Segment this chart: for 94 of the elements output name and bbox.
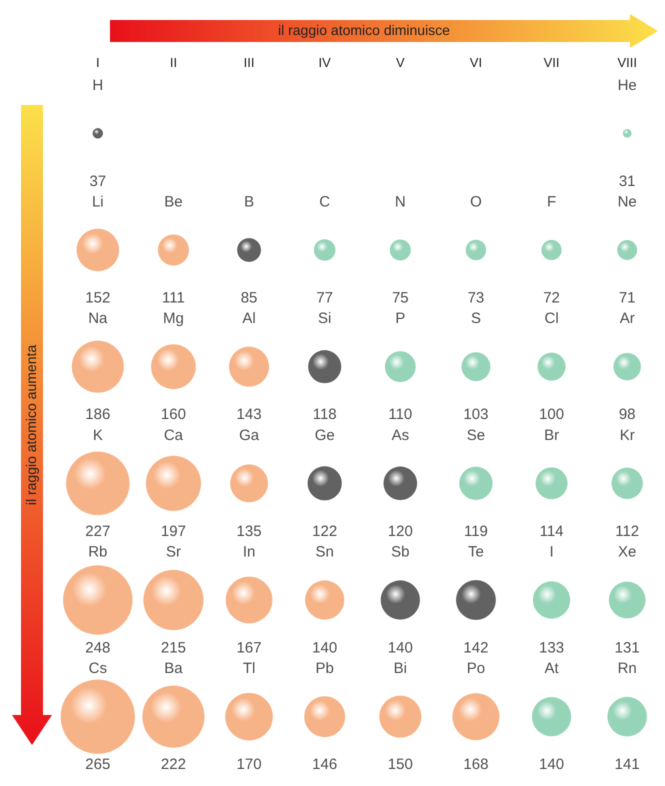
text: Tl bbox=[242, 660, 256, 678]
data-label: 146 bbox=[312, 756, 338, 774]
data-label: 72 bbox=[543, 290, 560, 306]
text: Po bbox=[466, 660, 486, 678]
data-label: 71 bbox=[618, 290, 636, 306]
category-label: III bbox=[244, 55, 254, 70]
data-label: 160 bbox=[160, 406, 186, 424]
text: K bbox=[92, 426, 103, 444]
data-label: 140 bbox=[539, 756, 564, 774]
data-label: 140 bbox=[388, 640, 413, 656]
text: Pb bbox=[316, 660, 334, 678]
text: Al bbox=[242, 310, 256, 328]
text: Cs bbox=[88, 660, 107, 678]
data-label: 133 bbox=[539, 640, 564, 656]
text: Ne bbox=[618, 194, 637, 210]
text: Rb bbox=[88, 544, 108, 560]
text: He bbox=[618, 76, 637, 94]
text: Te bbox=[468, 544, 484, 560]
category-label: II bbox=[170, 55, 178, 70]
data-label: 111 bbox=[162, 290, 185, 306]
text: C bbox=[319, 194, 330, 210]
data-label: 141 bbox=[614, 756, 640, 774]
text: Kr bbox=[620, 426, 635, 444]
data-label: 114 bbox=[540, 522, 564, 540]
data-label: 215 bbox=[160, 640, 186, 656]
category-label: IV bbox=[318, 55, 332, 70]
data-label: 119 bbox=[464, 522, 488, 540]
text: Mg bbox=[163, 310, 184, 328]
text: Na bbox=[88, 310, 108, 328]
data-label: 131 bbox=[614, 640, 640, 656]
text: O bbox=[470, 194, 482, 210]
text: Ar bbox=[620, 310, 635, 328]
data-label: 168 bbox=[463, 756, 488, 774]
text: Sn bbox=[316, 544, 334, 560]
data-label: 100 bbox=[539, 406, 564, 424]
data-label: 37 bbox=[89, 172, 106, 190]
data-label: 197 bbox=[160, 522, 186, 540]
data-label: 140 bbox=[312, 640, 338, 656]
data-label: 122 bbox=[312, 522, 338, 540]
category-label: V bbox=[396, 55, 405, 70]
data-label: 222 bbox=[160, 756, 186, 774]
data-label: 135 bbox=[236, 522, 262, 540]
text: Rn bbox=[618, 660, 637, 678]
data-label: 120 bbox=[388, 522, 413, 540]
text: Si bbox=[318, 310, 332, 328]
text: B bbox=[244, 194, 254, 210]
data-label: 227 bbox=[85, 522, 110, 540]
category-label: VIII bbox=[617, 55, 637, 70]
text: Xe bbox=[618, 544, 636, 560]
text: As bbox=[392, 426, 410, 444]
data-label: 248 bbox=[85, 640, 110, 656]
text: il raggio atomico diminuisce bbox=[278, 22, 450, 38]
data-label: 167 bbox=[236, 640, 262, 656]
category-label: VII bbox=[544, 55, 560, 70]
data-label: 110 bbox=[388, 406, 412, 424]
data-label: 77 bbox=[316, 290, 334, 306]
text: Ca bbox=[164, 426, 184, 444]
data-label: 170 bbox=[236, 756, 262, 774]
text: Ga bbox=[239, 426, 260, 444]
data-label: 85 bbox=[240, 290, 258, 306]
text: il raggio atomico aumenta bbox=[23, 344, 39, 506]
data-label: 75 bbox=[392, 290, 409, 306]
text: Ge bbox=[314, 426, 335, 444]
text: P bbox=[395, 310, 406, 328]
data-label: 186 bbox=[85, 406, 110, 424]
data-label: 265 bbox=[85, 756, 110, 774]
text: I bbox=[549, 544, 554, 560]
data-label: 31 bbox=[618, 172, 636, 190]
data-label: 73 bbox=[468, 290, 484, 306]
data-label: 142 bbox=[463, 640, 488, 656]
text: Sr bbox=[166, 544, 181, 560]
text: H bbox=[92, 76, 104, 94]
text: Ba bbox=[164, 660, 184, 678]
text: N bbox=[394, 194, 406, 210]
data-label: 143 bbox=[236, 406, 262, 424]
text: In bbox=[242, 544, 256, 560]
data-label: 98 bbox=[618, 406, 636, 424]
text: Br bbox=[544, 426, 560, 444]
data-label: 118 bbox=[312, 406, 337, 424]
text: Be bbox=[164, 194, 183, 210]
text: S bbox=[470, 310, 481, 328]
text: Li bbox=[92, 194, 104, 210]
text: Se bbox=[466, 426, 486, 444]
text: Bi bbox=[394, 660, 407, 678]
category-label: I bbox=[96, 55, 100, 70]
data-label: 152 bbox=[85, 290, 110, 306]
text: F bbox=[546, 194, 556, 210]
data-label: 103 bbox=[463, 406, 488, 424]
text: Cl bbox=[544, 310, 559, 328]
category-label: VI bbox=[470, 55, 482, 70]
data-label: 150 bbox=[388, 756, 413, 774]
text: At bbox=[544, 660, 560, 678]
text: Sb bbox=[391, 544, 410, 560]
data-label: 112 bbox=[615, 522, 640, 540]
